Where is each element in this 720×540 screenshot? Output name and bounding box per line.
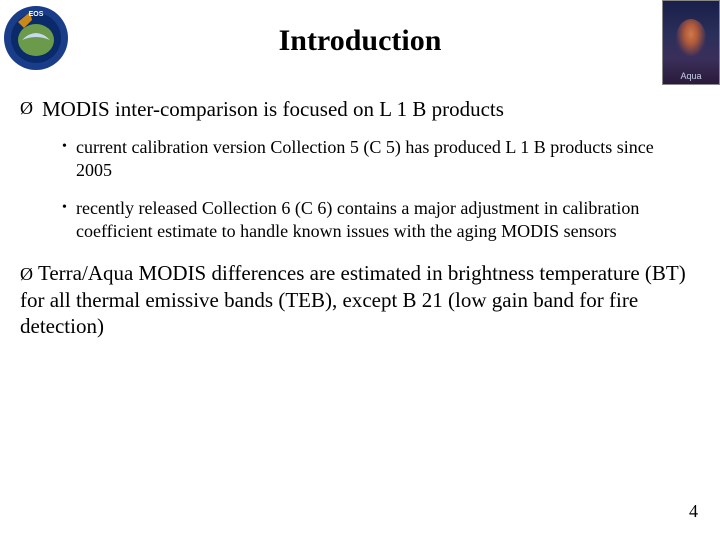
page-number: 4 [689, 501, 698, 522]
dot-bullet-icon: • [62, 197, 76, 242]
eos-badge-text: EOS [29, 11, 44, 18]
slide-title: Introduction [0, 24, 720, 58]
arrow-bullet-icon: Ø [20, 96, 42, 122]
bullet-text: current calibration version Collection 5… [76, 136, 682, 181]
bullet-level1: Ø MODIS inter-comparison is focused on L… [20, 96, 690, 122]
slide: EOS Aqua Introduction Ø MODIS inter-comp… [0, 0, 720, 540]
bullet-level2: • recently released Collection 6 (C 6) c… [62, 197, 682, 242]
bullet-level2: • current calibration version Collection… [62, 136, 682, 181]
bullet-text: MODIS inter-comparison is focused on L 1… [42, 96, 690, 122]
bullet-text: Terra/Aqua MODIS differences are estimat… [20, 261, 686, 338]
content-area: Ø MODIS inter-comparison is focused on L… [20, 96, 690, 339]
bullet-level1: ØTerra/Aqua MODIS differences are estima… [20, 260, 690, 339]
dot-bullet-icon: • [62, 136, 76, 181]
bullet-text: recently released Collection 6 (C 6) con… [76, 197, 682, 242]
arrow-bullet-icon: Ø [20, 263, 38, 286]
aqua-poster-label: Aqua [663, 71, 719, 81]
